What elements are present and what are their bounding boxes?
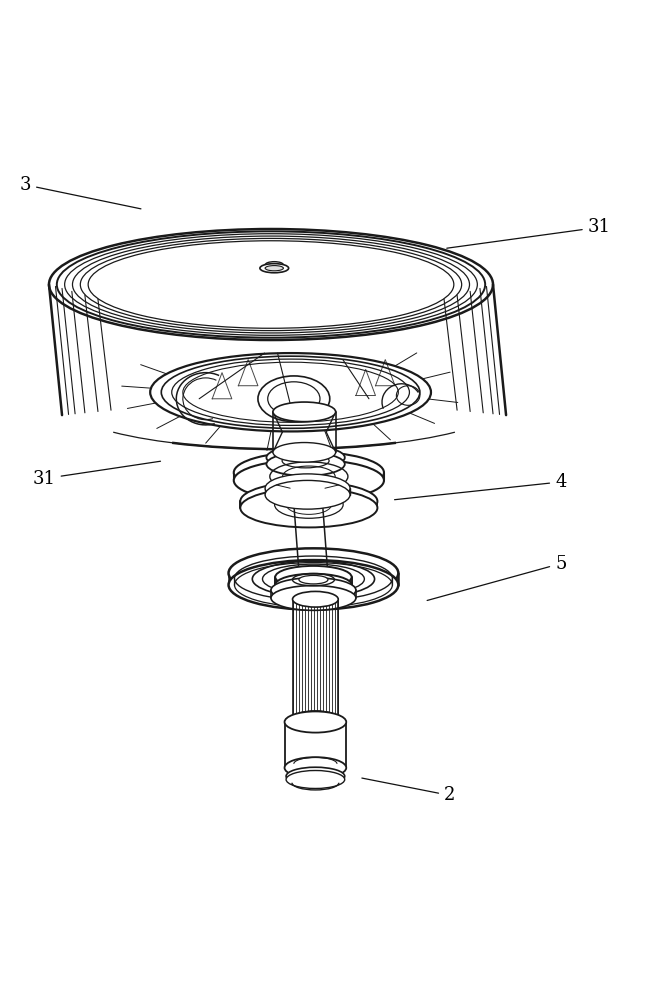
Text: 5: 5 — [427, 555, 566, 600]
Ellipse shape — [260, 264, 289, 273]
Ellipse shape — [273, 402, 336, 422]
Ellipse shape — [293, 591, 338, 607]
Ellipse shape — [271, 586, 356, 610]
Ellipse shape — [285, 757, 346, 778]
Text: 2: 2 — [362, 778, 455, 804]
Ellipse shape — [285, 711, 346, 733]
Ellipse shape — [293, 711, 338, 727]
Ellipse shape — [240, 482, 377, 521]
Ellipse shape — [276, 566, 351, 588]
Ellipse shape — [229, 548, 398, 598]
Ellipse shape — [286, 770, 345, 788]
Ellipse shape — [234, 452, 384, 493]
Ellipse shape — [266, 446, 345, 469]
Ellipse shape — [266, 452, 345, 476]
Ellipse shape — [299, 575, 328, 584]
Text: 31: 31 — [447, 218, 611, 248]
Text: 3: 3 — [20, 176, 141, 209]
Ellipse shape — [234, 460, 384, 501]
Ellipse shape — [265, 480, 350, 509]
Ellipse shape — [276, 574, 351, 596]
Ellipse shape — [265, 266, 283, 271]
Ellipse shape — [265, 474, 350, 503]
Ellipse shape — [286, 767, 345, 785]
Ellipse shape — [240, 488, 377, 527]
Text: 31: 31 — [33, 461, 161, 488]
Ellipse shape — [271, 578, 356, 603]
Ellipse shape — [229, 560, 398, 610]
Text: 4: 4 — [394, 473, 566, 500]
Ellipse shape — [273, 443, 336, 462]
